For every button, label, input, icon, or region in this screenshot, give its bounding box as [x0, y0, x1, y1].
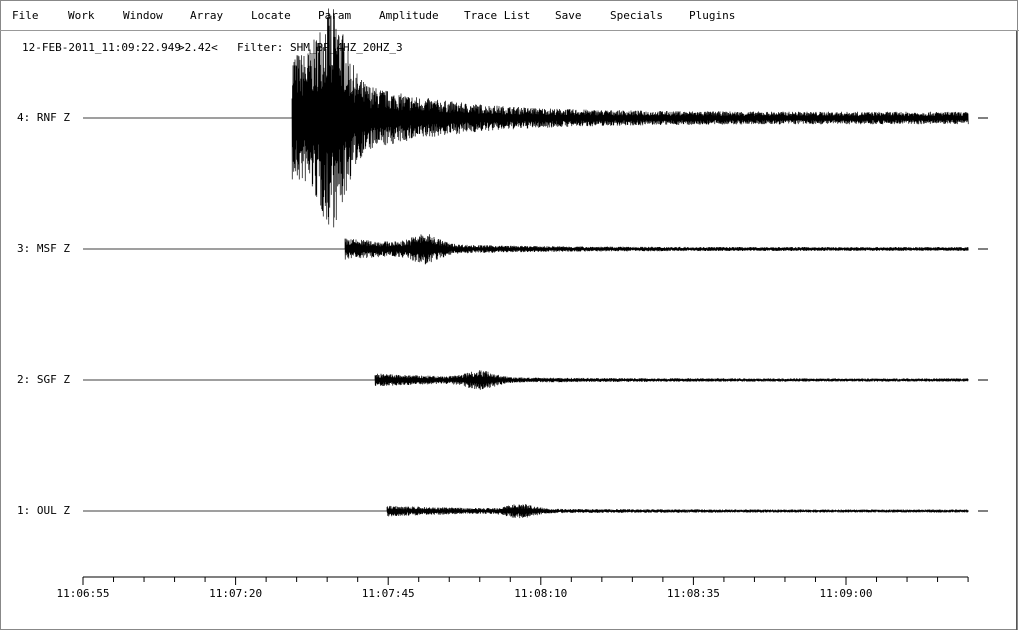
time-tick-label: 11:07:20	[209, 587, 262, 600]
trace-label: 2: SGF Z	[17, 373, 70, 386]
waveform	[83, 8, 969, 228]
header-time: 12-FEB-2011_11:09:22.949	[22, 41, 181, 54]
menu-item[interactable]: Trace List	[464, 9, 530, 22]
menu-item[interactable]: Locate	[251, 9, 291, 22]
time-tick-label: 11:08:10	[514, 587, 567, 600]
menu-item[interactable]: Work	[68, 9, 95, 22]
waveform	[83, 234, 969, 265]
menu-item[interactable]: Save	[555, 9, 582, 22]
trace-label: 4: RNF Z	[17, 111, 70, 124]
time-tick-label: 11:07:45	[362, 587, 415, 600]
time-tick-label: 11:09:00	[820, 587, 873, 600]
menu-item[interactable]: Array	[190, 9, 223, 22]
waveform	[83, 504, 969, 519]
menu-item[interactable]: Specials	[610, 9, 663, 22]
trace-label: 1: OUL Z	[17, 504, 70, 517]
time-tick-label: 11:06:55	[57, 587, 110, 600]
header-amplitude: >2.42<	[178, 41, 218, 54]
menu-item[interactable]: Plugins	[689, 9, 735, 22]
menu-item[interactable]: Param	[318, 9, 351, 22]
waveform	[83, 370, 969, 390]
trace-label: 3: MSF Z	[17, 242, 70, 255]
menu-item[interactable]: File	[12, 9, 39, 22]
time-tick-label: 11:08:35	[667, 587, 720, 600]
menu-item[interactable]: Window	[123, 9, 163, 22]
menu-item[interactable]: Amplitude	[379, 9, 439, 22]
